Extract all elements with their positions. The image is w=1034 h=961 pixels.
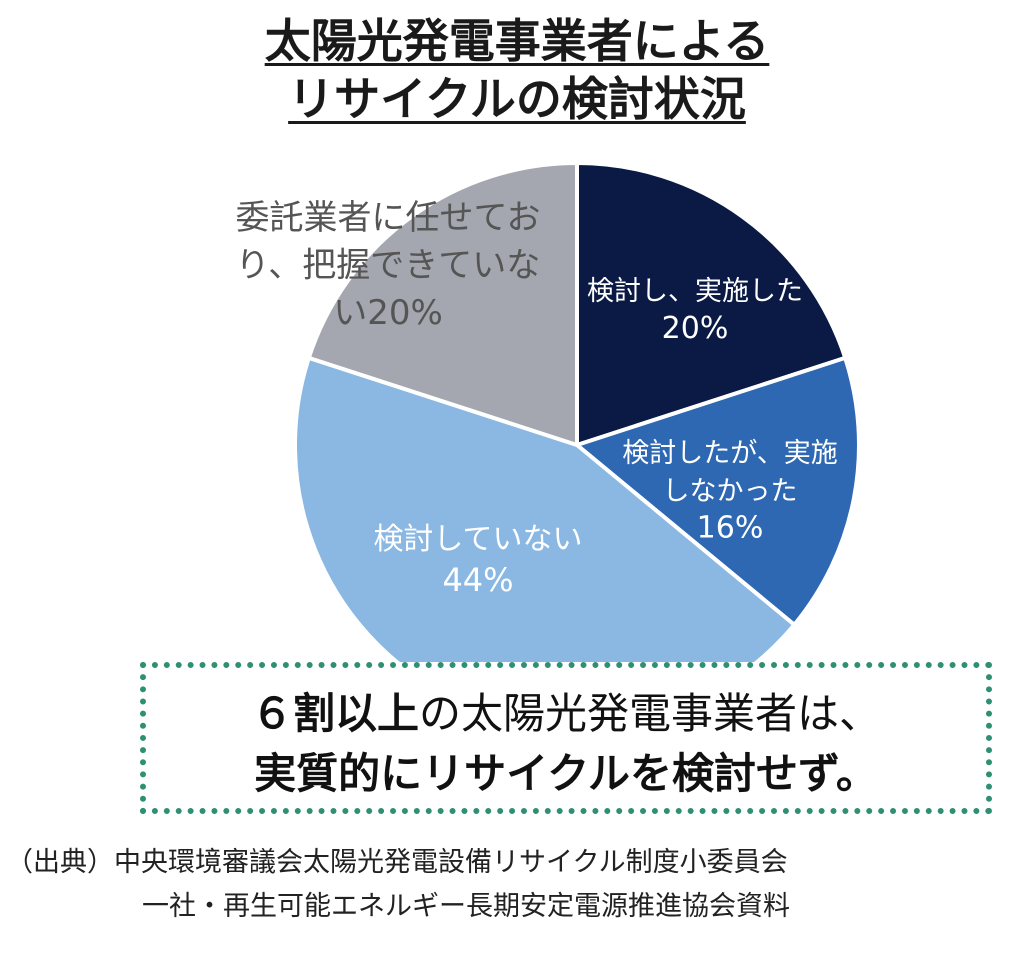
slice-label-1: 検討し、実施した 20%	[587, 276, 803, 346]
chart-title-line2: リサイクルの検討状況	[288, 72, 746, 126]
slice-label-text: しなかった	[663, 476, 798, 507]
slice-label-text: り、把握できていな	[236, 246, 541, 286]
callout-line1-rest: の太陽光発電事業者は、	[419, 689, 882, 738]
slice-label-3: 検討していない 44%	[373, 522, 582, 599]
chart-title-line1: 太陽光発電事業者による	[264, 14, 770, 68]
slice-label-text: 検討していない	[373, 522, 582, 557]
slice-label-text: 検討したが、実施	[622, 438, 837, 469]
callout-highlight: ６割以上	[250, 689, 419, 738]
source-line1: （出典）中央環境審議会太陽光発電設備リサイクル制度小委員会	[6, 847, 788, 878]
callout-line2: 実質的にリサイクルを検討せず。	[254, 749, 878, 798]
slice-value-label: 16%	[697, 511, 764, 546]
callout-line1: ６割以上の太陽光発電事業者は、	[146, 680, 986, 741]
slice-value-label: 44%	[442, 561, 513, 599]
slice-value-label: い20%	[333, 293, 443, 333]
summary-callout: ６割以上の太陽光発電事業者は、 実質的にリサイクルを検討せず。	[140, 662, 992, 814]
source-line2: 一社・再生可能エネルギー長期安定電源推進協会資料	[142, 891, 790, 922]
pie-slice-4	[306, 160, 579, 448]
slice-label-text: 委託業者に任せてお	[236, 198, 541, 238]
pie-slice-2	[572, 355, 861, 628]
chart-title: 太陽光発電事業者による リサイクルの検討状況	[0, 14, 1034, 130]
slice-value-label: 20%	[662, 311, 729, 346]
slice-label-text: 検討し、実施した	[587, 276, 803, 307]
pie-slice-1	[575, 160, 848, 448]
